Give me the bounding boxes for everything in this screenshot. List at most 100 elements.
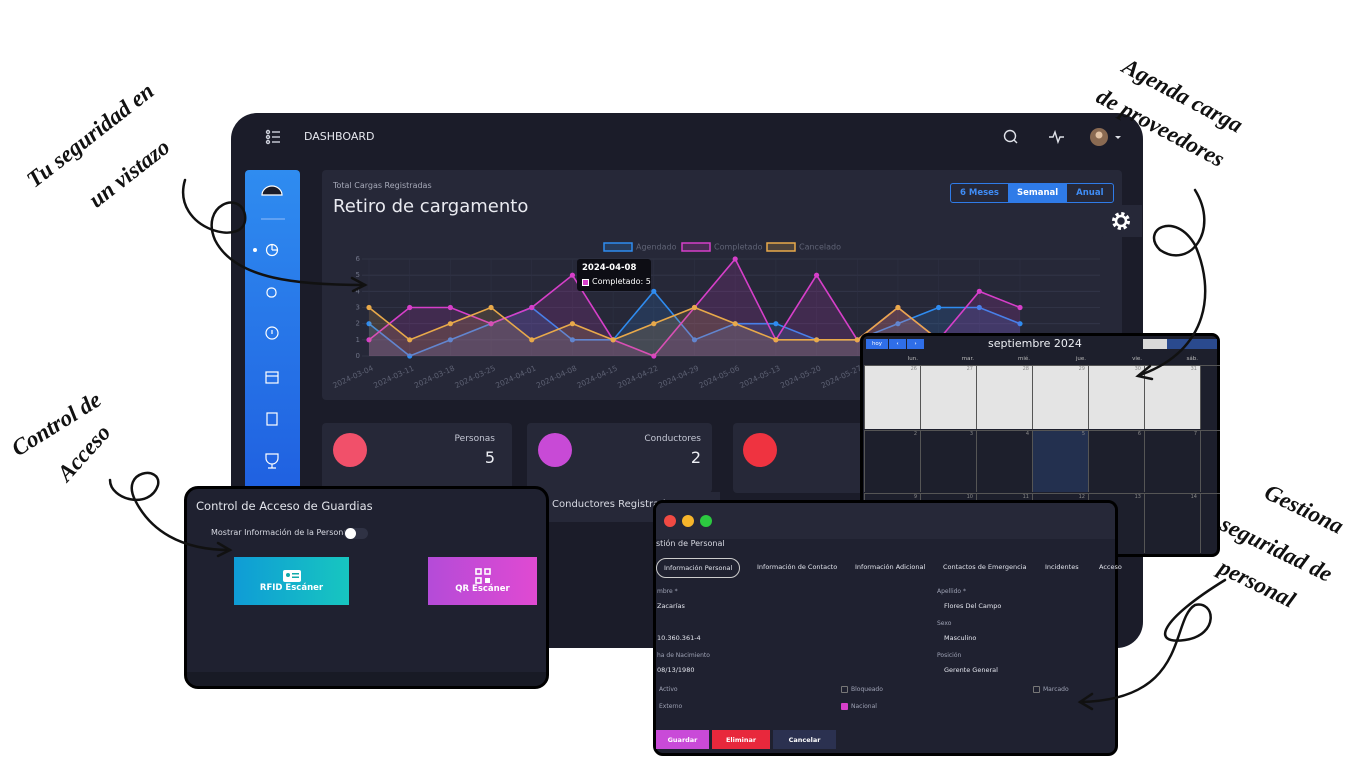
day-number: 29 <box>1078 366 1085 372</box>
checkbox-label: Bloqueado <box>851 686 883 693</box>
close-dot[interactable] <box>664 515 676 527</box>
period-button[interactable]: Semanal <box>1007 184 1068 202</box>
day-cell <box>920 430 976 492</box>
data-point <box>569 337 576 343</box>
maximize-dot[interactable] <box>700 515 712 527</box>
data-point <box>813 337 820 343</box>
day-number: 14 <box>1190 494 1197 500</box>
day-cell <box>976 430 1032 492</box>
data-point <box>407 353 413 359</box>
stat-icon <box>538 433 572 467</box>
arrowhead <box>216 541 233 558</box>
data-point <box>488 304 494 311</box>
day-cell <box>1200 493 1220 553</box>
calendar-title: septiembre 2024 <box>988 337 1082 350</box>
field-value: 10.360.361-4 <box>657 634 701 642</box>
data-point <box>773 321 779 327</box>
checkbox-label: Marcado <box>1043 686 1069 693</box>
menu-icon[interactable] <box>265 129 281 145</box>
data-point <box>691 304 698 311</box>
tab[interactable]: Incidentes <box>1045 563 1079 571</box>
qr-icon <box>474 568 491 584</box>
data-point <box>366 321 372 327</box>
day-number: 2 <box>913 431 917 437</box>
period-button[interactable]: Anual <box>1076 188 1104 198</box>
title-bar <box>656 503 1115 539</box>
stat-label: Conductores <box>644 434 701 444</box>
arrow <box>108 471 232 552</box>
form-button[interactable]: Eliminar <box>712 730 770 749</box>
tooltip-text: Completado: 5 <box>592 277 651 286</box>
checkbox[interactable] <box>841 686 848 693</box>
weekday-label: vie. <box>1132 356 1142 362</box>
day-number: 4 <box>1025 431 1029 437</box>
toggle[interactable] <box>344 528 368 539</box>
minimize-dot[interactable] <box>682 515 694 527</box>
series-area <box>369 307 1020 356</box>
prev-button[interactable]: ‹ <box>889 339 906 349</box>
gear-icon <box>1112 212 1130 230</box>
tab[interactable]: Contactos de Emergencia <box>943 563 1027 571</box>
data-point <box>651 288 657 294</box>
arrow <box>181 178 367 287</box>
data-point <box>854 337 860 343</box>
tab[interactable]: Información Personal <box>656 558 741 578</box>
tab[interactable]: Información Adicional <box>855 563 926 571</box>
data-point <box>447 304 453 311</box>
data-point <box>447 337 453 343</box>
field-label: Sexo <box>937 620 952 627</box>
form-button[interactable]: Guardar <box>656 730 709 749</box>
stat-icon <box>743 433 777 467</box>
data-point <box>366 304 372 311</box>
data-point <box>936 304 942 311</box>
data-point <box>651 353 657 359</box>
data-point <box>1017 304 1023 311</box>
chart-subtitle: Total Cargas Registradas <box>333 181 432 190</box>
data-point <box>447 321 453 327</box>
weekday-label: lun. <box>907 356 918 362</box>
calendar-grid: lun. mar. mié. jue. vie. sáb. 26 27 28 29 30 31 2 3 4 5… <box>864 356 1220 554</box>
period-selector: 6 Meses Semanal Anual <box>950 183 1114 203</box>
day-cell <box>864 365 920 429</box>
y-tick-label: 0 <box>356 352 360 360</box>
tab[interactable]: Información de Contacto <box>757 563 838 571</box>
y-tick-label: 4 <box>356 287 361 295</box>
settings-button[interactable] <box>1100 205 1142 237</box>
y-tick-label: 2 <box>356 320 360 328</box>
period-button[interactable]: 6 Meses <box>960 188 999 198</box>
day-cell <box>864 430 920 492</box>
field-label: Apellido * <box>937 588 966 595</box>
today-button[interactable]: hoy <box>866 339 888 349</box>
data-point <box>407 337 413 343</box>
checkbox[interactable] <box>841 703 848 710</box>
day-number: 12 <box>1078 494 1085 500</box>
field-value: Flores Del Campo <box>944 602 1002 610</box>
qr-button[interactable]: QR Escáner <box>428 557 537 605</box>
data-point <box>732 256 738 262</box>
field-label: Posición <box>937 652 962 659</box>
qr-label: QR Escáner <box>455 584 510 594</box>
data-point <box>569 321 576 327</box>
tab[interactable]: Acceso <box>1099 563 1122 571</box>
form-button[interactable]: Cancelar <box>773 730 836 749</box>
arrow <box>1078 578 1227 704</box>
checkbox[interactable] <box>1033 686 1040 693</box>
rfid-button[interactable]: RFID Escáner <box>234 557 349 605</box>
day-number: 10 <box>966 494 973 500</box>
data-point <box>773 337 779 343</box>
view-buttons[interactable] <box>1143 339 1217 349</box>
data-point <box>691 337 698 343</box>
day-number: 31 <box>1190 366 1197 372</box>
weekday-label: mié. <box>1017 356 1030 362</box>
day-number: 28 <box>1022 366 1029 372</box>
arrowhead <box>350 276 368 293</box>
toggle-knob <box>345 528 356 539</box>
stat-icon <box>333 433 367 467</box>
data-point <box>813 272 820 278</box>
next-button[interactable]: › <box>907 339 924 349</box>
day-number: 27 <box>966 366 973 372</box>
weekday-label: mar. <box>961 356 974 362</box>
arrowhead <box>1077 692 1094 711</box>
